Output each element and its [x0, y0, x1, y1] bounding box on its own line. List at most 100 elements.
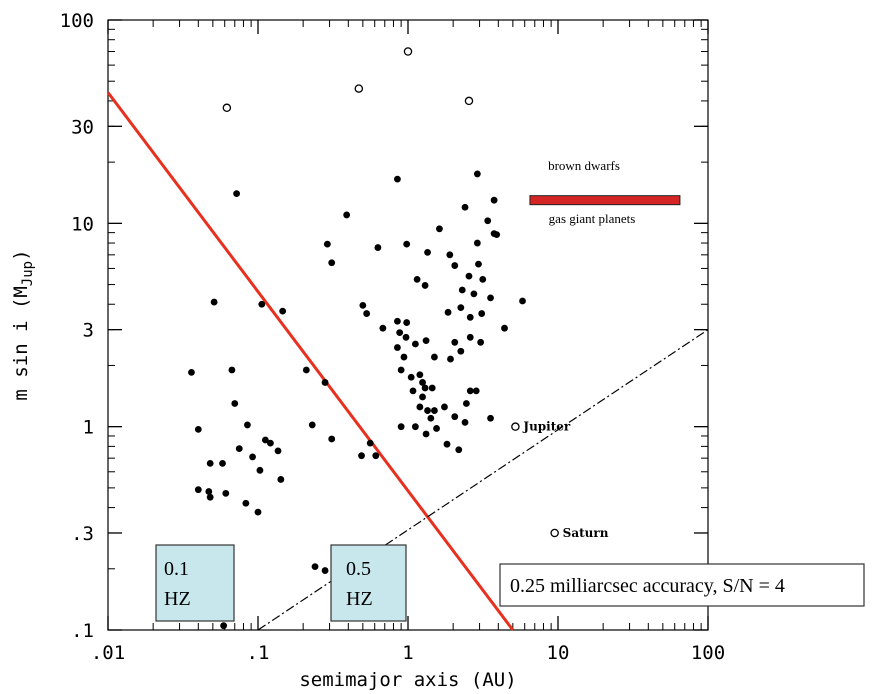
hz-box-0.1-background	[155, 544, 235, 622]
exoplanet-point	[461, 203, 469, 211]
exoplanet-point	[457, 304, 465, 312]
x-tick-label: .01	[91, 642, 125, 664]
exoplanet-point	[372, 452, 380, 460]
exoplanet-point	[422, 430, 430, 438]
planet-label: Saturn	[563, 526, 609, 540]
exoplanet-point	[465, 272, 473, 280]
exoplanet-point	[409, 387, 417, 395]
exoplanet-point	[256, 466, 264, 474]
hz-box-0.1-value: 0.1	[164, 558, 189, 580]
brown-dwarf-point	[464, 96, 474, 106]
exoplanet-point	[205, 488, 213, 495]
exoplanet-point	[394, 344, 401, 351]
exoplanet-point	[451, 338, 459, 346]
exoplanet-point	[421, 384, 429, 392]
exoplanet-point	[321, 379, 329, 386]
solar-system-planets: Jupiter Saturn	[511, 420, 609, 540]
major-ticks	[107, 19, 709, 631]
exoplanet-point	[462, 400, 470, 407]
y-tick-labels: .1 .3 1 3 10 30 100	[60, 10, 94, 642]
exoplanet-point	[394, 175, 401, 183]
exoplanet-point	[374, 244, 382, 251]
y-tick-label: 3	[83, 320, 94, 342]
exoplanet-point	[206, 459, 214, 467]
y-tick-label: 100	[60, 10, 94, 32]
exoplanet-point	[258, 300, 266, 308]
exoplanet-point	[419, 393, 426, 401]
exoplanet-point	[366, 439, 374, 447]
exoplanet-point	[323, 240, 331, 248]
exoplanet-point	[308, 421, 316, 429]
exoplanet-point	[274, 447, 282, 455]
exoplanet-point	[231, 400, 239, 407]
y-tick-label: .1	[71, 620, 94, 642]
exoplanet-point	[473, 239, 481, 247]
hz-box-0.1-label: HZ	[164, 588, 191, 610]
exoplanet-point	[487, 294, 494, 302]
exoplanet-point	[249, 453, 256, 461]
exoplanet-point	[233, 190, 240, 198]
exoplanet-point	[458, 286, 466, 294]
exoplanet-point	[396, 329, 404, 337]
exoplanet-point	[328, 259, 336, 267]
exoplanet-point	[244, 421, 251, 429]
exoplanet-point	[431, 353, 438, 361]
y-tick-label: 1	[83, 417, 94, 439]
exoplanet-point	[466, 333, 474, 341]
hz-box-0.5-value: 0.5	[346, 558, 371, 580]
exoplanet-point	[443, 440, 451, 448]
exoplanet-point	[413, 275, 421, 283]
exoplanet-point	[407, 373, 415, 381]
planet-marker	[511, 422, 520, 431]
exoplanet-point	[206, 493, 214, 501]
exoplanet-point	[451, 262, 459, 269]
exoplanet-point	[411, 340, 419, 348]
exoplanet-point	[473, 170, 481, 178]
brown-dwarf-point	[403, 47, 413, 56]
exoplanet-point	[311, 563, 319, 571]
exoplanet-point	[328, 435, 336, 443]
astrometric-limit-line	[106, 91, 515, 631]
brown-dwarf-point	[354, 84, 364, 93]
exoplanet-point	[493, 231, 501, 239]
exoplanet-point	[479, 275, 487, 283]
exoplanet-point	[254, 508, 262, 516]
x-tick-label: .1	[247, 642, 270, 664]
exoplanet-point	[402, 333, 410, 341]
data-points	[188, 47, 526, 630]
exoplanet-point	[411, 423, 419, 431]
exoplanet-point	[363, 310, 371, 317]
exoplanet-point	[472, 387, 480, 395]
exoplanet-point	[427, 414, 435, 422]
accuracy-annotation-box	[499, 563, 865, 607]
exoplanet-point	[267, 439, 274, 447]
brown-dwarf-boundary-bar	[529, 195, 681, 206]
exoplanet-point	[358, 452, 365, 460]
exoplanet-point	[519, 297, 526, 305]
exoplanet-point	[433, 425, 440, 432]
x-tick-label: 1	[402, 642, 413, 664]
brown-dwarf-point	[222, 103, 232, 113]
hz-box-0.5-background	[330, 544, 407, 622]
exoplanet-point	[279, 307, 287, 315]
exoplanet-point	[242, 499, 250, 507]
exoplanet-point	[194, 425, 202, 433]
exoplanet-point	[419, 379, 426, 386]
exoplanet-point	[222, 489, 230, 497]
exoplanet-point	[461, 418, 469, 426]
hz-box-0.5-label: HZ	[346, 588, 373, 610]
exoplanet-point	[422, 337, 430, 345]
brown-dwarfs-label: brown dwarfs	[548, 158, 620, 173]
y-tick-label: .3	[71, 523, 94, 545]
exoplanet-point	[397, 366, 405, 374]
exoplanet-point	[436, 225, 443, 233]
exoplanet-point	[277, 476, 285, 483]
exoplanet-point	[451, 413, 459, 421]
exoplanet-point	[457, 347, 465, 355]
exoplanet-point	[403, 319, 411, 326]
exoplanet-point	[446, 251, 454, 259]
exoplanet-point	[359, 301, 367, 309]
y-tick-label: 30	[71, 116, 94, 138]
y-axis-title: m sin i (MJup)	[10, 249, 36, 400]
exoplanet-point	[447, 355, 454, 363]
